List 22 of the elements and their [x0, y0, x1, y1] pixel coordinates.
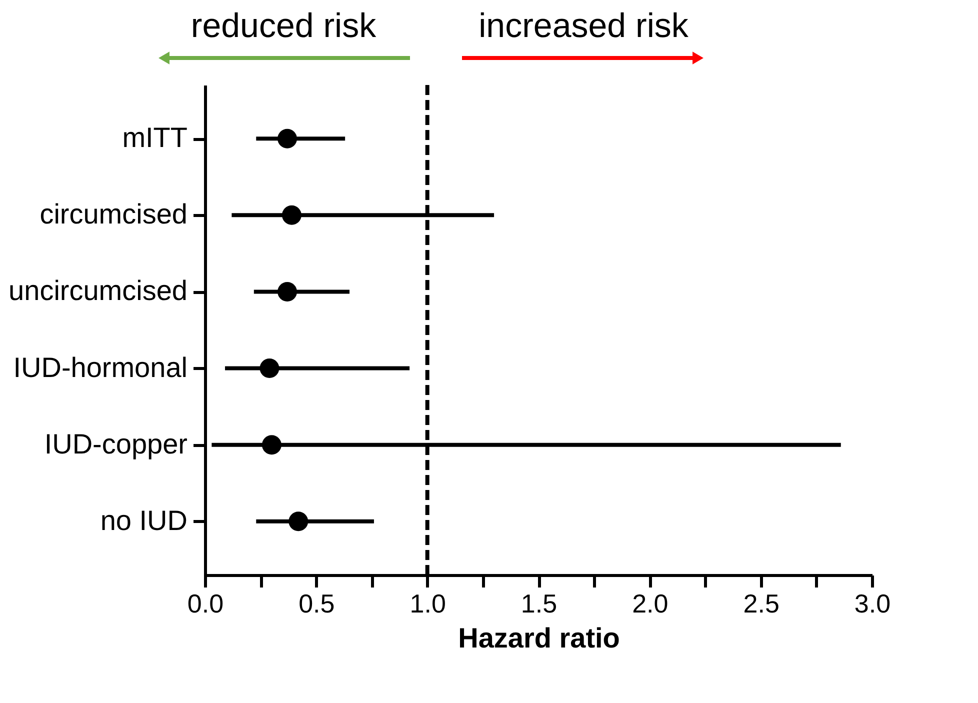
- y-tick-label: IUD-copper: [44, 428, 188, 460]
- y-tick-label: IUD-hormonal: [13, 352, 188, 383]
- point: [260, 358, 280, 378]
- y-tick-label: mITT: [122, 122, 188, 154]
- x-tick-label: 1.5: [520, 588, 558, 618]
- point: [262, 435, 282, 455]
- y-tick-label: circumcised: [40, 198, 188, 230]
- x-tick-label: 2.5: [743, 588, 780, 618]
- x-tick-label: 0.0: [187, 588, 224, 618]
- x-tick-label: 1.0: [410, 588, 446, 618]
- text: reduced risk: [190, 7, 378, 45]
- y-tick-label: uncircumcised: [8, 275, 188, 306]
- point: [288, 512, 308, 532]
- x-tick-label: 3.0: [854, 588, 891, 618]
- point: [282, 205, 302, 225]
- x-axis-title: Hazard ratio: [458, 622, 620, 654]
- point: [278, 128, 298, 148]
- x-tick-label: 0.5: [298, 588, 335, 618]
- y-tick-label: no IUD: [100, 504, 188, 536]
- text: increased risk: [478, 7, 690, 45]
- point: [278, 282, 298, 302]
- x-tick-label: 2.0: [632, 588, 668, 618]
